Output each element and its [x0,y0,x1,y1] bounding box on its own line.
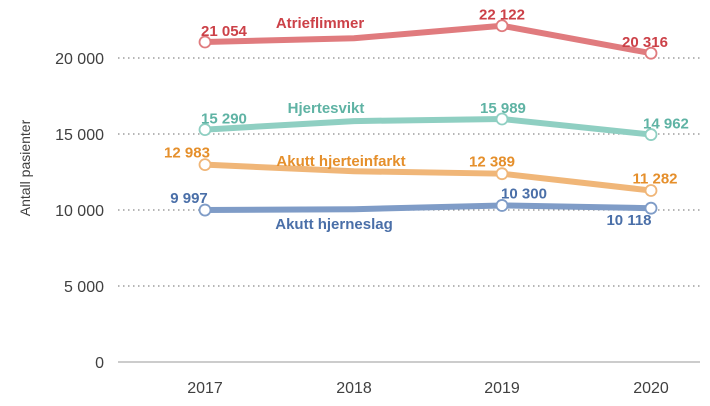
data-label: 12 389 [469,154,515,171]
data-label: 10 300 [501,185,547,202]
data-label: 21 054 [201,23,248,40]
data-label: 20 316 [622,34,668,51]
data-label: 9 997 [170,190,208,207]
series-hjertesvikt: Hjertesvikt 15 290 15 989 14 962 [198,100,689,141]
data-point [644,46,658,60]
series-line [202,202,654,214]
data-point [495,112,509,126]
series-name-label: Atrieflimmer [276,15,365,32]
x-tick-label: 2020 [633,380,669,397]
data-label: 10 118 [606,212,651,229]
data-label: 11 282 [632,171,677,188]
data-label: 14 962 [643,116,689,133]
series-line [202,22,654,57]
data-label: 22 122 [479,7,525,24]
data-point [198,123,212,136]
data-label: 15 290 [201,111,247,128]
series-name-label: Hjertesvikt [288,100,365,117]
series-line [202,161,654,194]
data-point [198,158,212,172]
y-axis: 0 5 000 10 000 15 000 20 000 [55,51,104,372]
series-group: Atrieflimmer 21 054 22 122 20 316 Hjertesvik… [164,7,689,233]
series-name-label: Akutt hjerneslag [275,216,393,233]
data-point [198,35,212,49]
data-point [495,19,509,33]
y-tick-label: 15 000 [55,127,104,144]
data-point [644,201,658,215]
data-point [644,184,658,197]
series-akutt-hjerneslag: Akutt hjerneslag 9 997 10 300 10 118 [170,185,658,233]
data-point [198,203,212,217]
y-tick-label: 20 000 [55,51,104,68]
y-tick-label: 5 000 [64,279,104,296]
series-atrieflimmer: Atrieflimmer 21 054 22 122 20 316 [198,7,668,60]
data-point [495,167,509,181]
data-point [495,199,509,212]
y-tick-label: 0 [95,355,104,372]
y-axis-label: Antall pasienter [17,119,33,216]
data-point [644,128,658,141]
x-tick-label: 2017 [187,380,223,397]
x-tick-label: 2018 [336,380,372,397]
y-tick-label: 10 000 [55,203,104,220]
x-axis: 2017 2018 2019 2020 [187,380,669,397]
data-label: 12 983 [164,145,210,162]
series-name-label: Akutt hjerteinfarkt [276,153,405,170]
series-line [202,115,654,138]
x-tick-label: 2019 [484,380,520,397]
data-label: 15 989 [480,100,526,117]
series-akutt-hjerteinfarkt: Akutt hjerteinfarkt 12 983 12 389 11 282 [164,145,678,197]
